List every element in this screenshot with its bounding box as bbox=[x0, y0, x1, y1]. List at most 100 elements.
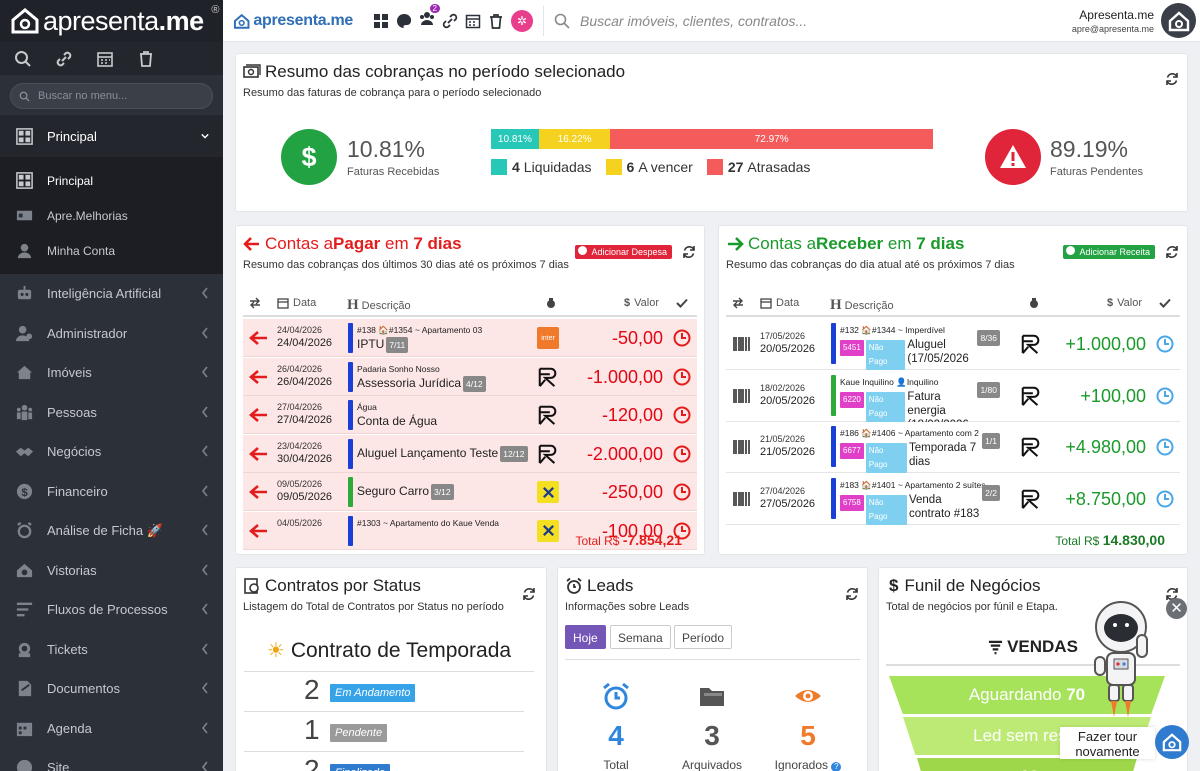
link-icon[interactable] bbox=[442, 13, 458, 29]
global-search-input[interactable]: Buscar imóveis, clientes, contratos... bbox=[554, 13, 807, 29]
calendar-icon[interactable] bbox=[465, 13, 481, 29]
topbar-logo[interactable]: apresenta.me bbox=[233, 12, 353, 30]
check-icon bbox=[1159, 298, 1171, 308]
tab-periodo[interactable]: Período bbox=[674, 625, 733, 649]
table-row[interactable]: 23/04/2026 30/04/2026 Aluguel Lançamento T… bbox=[243, 434, 697, 473]
leads-ignorados[interactable]: 5 Ignorados ? bbox=[768, 681, 848, 771]
status-row[interactable]: 2 Finalizado bbox=[244, 752, 524, 771]
trash-icon[interactable] bbox=[137, 50, 155, 68]
handshake-icon bbox=[15, 447, 33, 457]
users-shortcut[interactable]: 2 bbox=[419, 4, 440, 31]
tour-mascot[interactable] bbox=[1085, 595, 1157, 725]
status-legend: 4 Liquidadas 6 A vencer 27 Atrasadas bbox=[491, 159, 824, 175]
calendar-icon[interactable] bbox=[96, 50, 114, 68]
bar-segment: 72.97% bbox=[610, 129, 933, 149]
refresh-icon[interactable] bbox=[845, 587, 859, 601]
row-desc: Água Conta de Água bbox=[357, 400, 537, 428]
sidebar-subitem-apre-melhorias[interactable]: Apre.Melhorias bbox=[0, 198, 223, 233]
sidebar-subitem-principal[interactable]: Principal bbox=[0, 163, 223, 198]
arrow-left-icon bbox=[249, 331, 267, 345]
clock-icon[interactable] bbox=[1156, 387, 1174, 405]
calendar-icon bbox=[277, 298, 289, 309]
tour-avatar-button[interactable] bbox=[1155, 725, 1189, 759]
sidebar-item-9[interactable]: Tickets bbox=[0, 630, 223, 670]
table-row[interactable]: 18/02/2026 20/05/2026 Kaue Inquilino 👤Inqu… bbox=[726, 370, 1180, 431]
sidebar-item-4[interactable]: Negócios bbox=[0, 432, 223, 472]
sidebar-item-12[interactable]: Site bbox=[0, 748, 223, 771]
sparkle-icon[interactable]: ✲ bbox=[511, 9, 533, 32]
dollar-icon: $ bbox=[624, 297, 631, 309]
pagar-total: Total R$ -7.854,21 bbox=[575, 532, 682, 548]
avatar[interactable] bbox=[1161, 3, 1196, 38]
r-bank-icon bbox=[1021, 489, 1040, 509]
status-row[interactable]: 2 Em Andamento bbox=[244, 672, 524, 712]
funnel-stage[interactable]: Aguardando 70 bbox=[889, 676, 1165, 714]
sidebar-item-principal-group[interactable]: Principal bbox=[0, 115, 223, 157]
table-row[interactable]: 17/05/2026 20/05/2026 #132 🏠#1344 ~ Imperd… bbox=[726, 319, 1180, 370]
table-row[interactable]: 27/04/2026 27/05/2026 #183 🏠#1401 ~ Aparta… bbox=[726, 473, 1180, 525]
user-info[interactable]: Apresenta.me apre@apresenta.me bbox=[1072, 8, 1154, 34]
leads-total[interactable]: 4 Total bbox=[576, 681, 656, 771]
clock-icon[interactable] bbox=[673, 368, 691, 386]
legend-item: 4 Liquidadas bbox=[491, 159, 592, 175]
sidebar-item-5[interactable]: $ Financeiro bbox=[0, 472, 223, 512]
add-receita-button[interactable]: Adicionar Receita bbox=[1063, 245, 1155, 259]
sidebar-item-2[interactable]: Imóveis bbox=[0, 353, 223, 393]
arrow-left-icon bbox=[249, 446, 267, 461]
row-stripe bbox=[348, 515, 353, 546]
refresh-icon[interactable] bbox=[1165, 72, 1179, 86]
clock-icon[interactable] bbox=[1156, 335, 1174, 353]
row-description: Aluguel Lançamento Teste bbox=[357, 445, 499, 460]
refresh-icon[interactable] bbox=[522, 587, 536, 601]
tab-semana[interactable]: Semana bbox=[610, 625, 671, 649]
sidebar-logo[interactable]: apresenta .me ® bbox=[0, 0, 223, 42]
sidebar-item-10[interactable]: Documentos bbox=[0, 669, 223, 709]
leads-arquivados[interactable]: 3 Arquivados bbox=[672, 681, 752, 771]
row-code-badge: 6220 bbox=[840, 391, 864, 408]
resumo-cobrancas-card: Resumo das cobranças no período selecion… bbox=[235, 53, 1188, 212]
trash-icon[interactable] bbox=[488, 13, 504, 29]
table-row[interactable]: 04/05/2026 #1303 ~ Apartamento do Kaue Ve… bbox=[243, 511, 697, 550]
sidebar-item-6[interactable]: Análise de Ficha 🚀 bbox=[0, 511, 223, 551]
sidebar-item-label: Pessoas bbox=[47, 404, 97, 420]
row-status-badge: Não Pago bbox=[865, 340, 906, 370]
clock-icon[interactable] bbox=[673, 329, 691, 347]
palette-icon[interactable] bbox=[396, 13, 412, 29]
funnel-stage[interactable]: 60 bbox=[917, 758, 1137, 771]
sidebar-item-label: Fluxos de Processos bbox=[47, 602, 168, 618]
chevron-left-icon bbox=[201, 406, 208, 417]
refresh-icon[interactable] bbox=[682, 245, 696, 259]
clock-icon[interactable] bbox=[673, 522, 691, 540]
tab-hoje[interactable]: Hoje bbox=[565, 625, 606, 649]
clock-icon[interactable] bbox=[1156, 490, 1174, 508]
sidebar-item-8[interactable]: Fluxos de Processos bbox=[0, 590, 223, 630]
link-icon[interactable] bbox=[55, 50, 73, 68]
sidebar-item-3[interactable]: Pessoas bbox=[0, 393, 223, 433]
table-row[interactable]: 26/04/2026 26/04/2026 Padaria Sonho Nosso A… bbox=[243, 357, 697, 396]
clock-icon[interactable] bbox=[673, 445, 691, 463]
sidebar-subitem-minha-conta[interactable]: Minha Conta bbox=[0, 233, 223, 268]
sidebar-item-0[interactable]: Inteligência Artificial bbox=[0, 274, 223, 314]
sidebar-item-1[interactable]: Administrador bbox=[0, 314, 223, 354]
status-badge: Pendente bbox=[330, 724, 388, 742]
help-icon[interactable]: ? bbox=[831, 762, 842, 771]
status-row[interactable]: 1 Pendente bbox=[244, 712, 524, 752]
refresh-icon[interactable] bbox=[1165, 245, 1179, 259]
sidebar-search-input[interactable]: Buscar no menu... bbox=[10, 83, 213, 109]
clock-icon[interactable] bbox=[673, 406, 691, 424]
search-icon[interactable] bbox=[14, 50, 32, 68]
dashboard-icon[interactable] bbox=[373, 13, 389, 29]
table-row[interactable]: 24/04/2026 24/04/2026 #138 🏠#1354 ~ Aparta… bbox=[243, 319, 697, 357]
legend-swatch bbox=[491, 159, 507, 175]
close-tour-button[interactable]: ✕ bbox=[1166, 598, 1187, 619]
sidebar-item-7[interactable]: Vistorias bbox=[0, 551, 223, 591]
clock-icon[interactable] bbox=[673, 483, 691, 501]
table-row[interactable]: 21/05/2026 21/05/2026 #186 🏠#1406 ~ Aparta… bbox=[726, 422, 1180, 473]
clock-icon[interactable] bbox=[1156, 438, 1174, 456]
logo-suffix: .me bbox=[158, 5, 205, 36]
table-row[interactable]: 09/05/2026 09/05/2026 Seguro Carro 3/12 -250… bbox=[243, 473, 697, 511]
sidebar-item-11[interactable]: Agenda bbox=[0, 709, 223, 749]
tour-button[interactable]: Fazer tour novamente bbox=[1060, 727, 1155, 759]
table-row[interactable]: 27/04/2026 27/04/2026 Água Conta de Água -12… bbox=[243, 396, 697, 434]
add-despesa-button[interactable]: Adicionar Despesa bbox=[575, 245, 672, 259]
